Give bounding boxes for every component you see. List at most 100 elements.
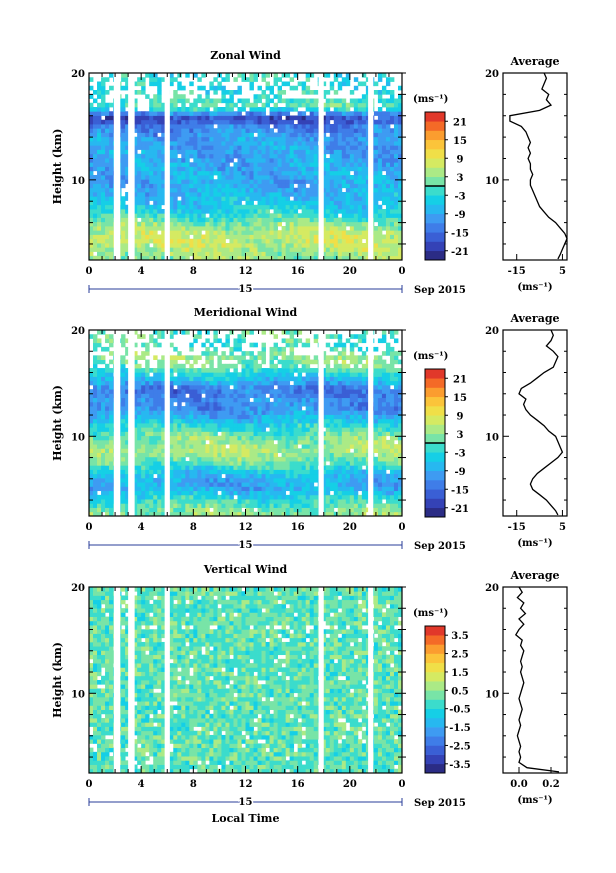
heatmap-cell [397,234,403,240]
heatmap-cell [261,507,266,513]
heatmap-cell [97,482,102,487]
heatmap-cell [125,499,130,504]
heatmap-cell [161,465,166,470]
heatmap-cell [233,507,238,513]
heatmap-cell [201,179,206,184]
heatmap-cell [209,406,214,411]
heatmap-cell [109,439,114,445]
heatmap-cell [133,90,138,95]
heatmap-cell [349,162,355,167]
heatmap-cell [205,162,210,167]
heatmap-cell [189,368,194,373]
heatmap-cell [253,128,258,133]
heatmap-cell [225,149,230,155]
heatmap-cell [221,247,226,252]
heatmap-cell [169,410,174,415]
heatmap-cell [225,196,230,201]
heatmap-cell [241,469,246,475]
heatmap-cell [237,230,242,235]
heatmap-cell [97,414,102,420]
heatmap-cell [321,247,327,252]
heatmap-cell [97,90,102,95]
heatmap-cell [221,494,226,500]
heatmap-cell [89,511,94,517]
heatmap-cell [261,111,266,116]
heatmap-cell [361,196,367,201]
heatmap-cell [201,414,206,420]
heatmap-cell [133,111,138,116]
heatmap-cell [93,372,98,377]
heatmap-cell [261,499,266,504]
heatmap-cell [169,435,174,441]
heatmap-cell [229,111,234,116]
heatmap-cell [365,209,371,214]
colorbar-swatch [425,167,445,178]
heatmap-cell [277,145,283,150]
heatmap-cell [169,102,174,108]
heatmap-cell [261,255,266,261]
heatmap-cell [209,179,214,184]
heatmap-cell [237,490,242,496]
heatmap-cell [377,251,383,257]
heatmap-cell [237,389,242,394]
heatmap-cell [309,251,315,257]
heatmap-cell [89,410,94,415]
heatmap-cell [137,393,142,399]
heatmap-cell [345,192,351,197]
heatmap-cell [245,162,250,167]
heatmap-cell [233,234,238,240]
heatmap-cell [373,204,379,210]
heatmap-cell [309,162,315,167]
heatmap-cell [101,221,106,227]
heatmap-cell [221,444,226,449]
heatmap-cell [161,238,166,244]
heatmap-cell [221,389,226,394]
heatmap-cell [197,158,202,163]
heatmap-cell [289,255,295,261]
heatmap-cell [385,162,391,167]
heatmap-cell [221,230,226,235]
heatmap-cell [93,107,98,112]
heatmap-cell [249,469,254,475]
heatmap-cell [297,213,303,218]
heatmap-cell [101,90,106,95]
heatmap-cell [125,221,130,227]
heatmap-cell [137,111,142,116]
heatmap-cell [205,102,210,108]
heatmap-cell [389,166,395,172]
heatmap-cell [357,132,363,138]
heatmap-cell [109,213,114,218]
heatmap-cell [201,124,206,129]
heatmap-cell [185,243,190,248]
heatmap-cell [93,338,98,344]
heatmap-cell [161,158,166,163]
heatmap-cell [241,149,246,155]
heatmap-cell [269,166,274,172]
heatmap-cell [361,221,367,227]
heatmap-cell [217,439,222,445]
heatmap-cell [145,452,150,458]
heatmap-cell [101,469,106,475]
heatmap-cell [265,187,270,193]
heatmap-cell [301,158,307,163]
heatmap-cell [145,179,150,184]
heatmap-cell [229,204,234,210]
heatmap-cell [137,213,142,218]
heatmap-cell [221,355,226,360]
heatmap-cell [233,439,238,445]
heatmap-cell [397,183,403,189]
heatmap-cell [225,456,230,462]
heatmap-cell [285,221,291,227]
heatmap-cell [297,111,303,116]
heatmap-cell [125,238,130,244]
heatmap-cell [109,414,114,420]
heatmap-cell [357,162,363,167]
heatmap-cell [205,469,210,475]
heatmap-cell [157,166,162,172]
heatmap-cell [233,482,238,487]
heatmap-cell [397,204,403,210]
heatmap-cell [301,187,307,193]
heatmap-cell [105,166,110,172]
heatmap-cell [213,243,218,248]
heatmap-cell [377,247,383,252]
